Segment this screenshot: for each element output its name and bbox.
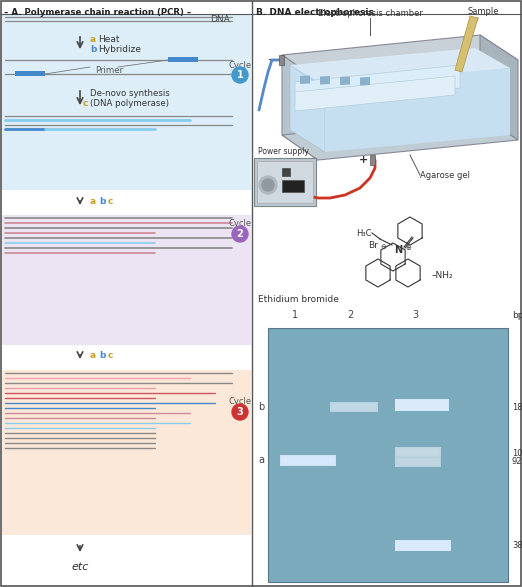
Circle shape — [232, 404, 248, 420]
FancyBboxPatch shape — [282, 180, 304, 192]
Text: c: c — [108, 350, 113, 359]
FancyBboxPatch shape — [279, 55, 284, 65]
FancyBboxPatch shape — [396, 458, 440, 466]
Text: 2: 2 — [236, 229, 243, 239]
FancyBboxPatch shape — [395, 399, 449, 411]
FancyBboxPatch shape — [396, 541, 450, 550]
Text: 1: 1 — [236, 70, 243, 80]
FancyBboxPatch shape — [254, 158, 316, 206]
Text: b: b — [99, 350, 105, 359]
FancyBboxPatch shape — [2, 345, 251, 370]
FancyBboxPatch shape — [331, 403, 377, 411]
Text: c: c — [108, 197, 113, 205]
Text: ⊕: ⊕ — [405, 245, 411, 251]
Text: 2: 2 — [347, 310, 353, 320]
Text: H₃C: H₃C — [357, 228, 372, 238]
Polygon shape — [290, 52, 510, 90]
FancyBboxPatch shape — [2, 215, 251, 345]
Text: 383: 383 — [512, 541, 522, 549]
Text: +: + — [359, 155, 368, 165]
Polygon shape — [455, 16, 478, 72]
FancyBboxPatch shape — [282, 168, 290, 176]
Text: c: c — [83, 100, 88, 109]
Text: a: a — [258, 455, 264, 465]
Text: De-novo synthesis: De-novo synthesis — [90, 89, 170, 99]
Text: Sample: Sample — [468, 7, 500, 16]
Polygon shape — [282, 115, 518, 160]
Polygon shape — [295, 76, 455, 111]
FancyBboxPatch shape — [397, 449, 439, 455]
FancyBboxPatch shape — [2, 535, 251, 585]
Polygon shape — [300, 76, 310, 84]
Text: Agarose gel: Agarose gel — [420, 170, 470, 180]
FancyBboxPatch shape — [396, 400, 448, 410]
Polygon shape — [320, 76, 330, 85]
FancyBboxPatch shape — [397, 542, 449, 549]
Text: – A. Polymerase chain reaction (PCR) –: – A. Polymerase chain reaction (PCR) – — [4, 8, 191, 17]
Text: −: − — [268, 55, 277, 65]
Text: Power supply: Power supply — [258, 147, 309, 156]
Text: etc: etc — [72, 562, 89, 572]
Text: B. DNA electrophoresis: B. DNA electrophoresis — [256, 8, 374, 17]
FancyBboxPatch shape — [2, 14, 251, 190]
Text: b: b — [258, 402, 264, 412]
FancyBboxPatch shape — [398, 402, 446, 408]
Polygon shape — [282, 35, 518, 80]
Text: bp: bp — [512, 311, 522, 320]
Text: b: b — [99, 197, 105, 205]
FancyBboxPatch shape — [268, 328, 508, 582]
FancyBboxPatch shape — [398, 460, 438, 464]
Polygon shape — [480, 35, 518, 140]
FancyBboxPatch shape — [257, 161, 313, 203]
Text: a: a — [90, 197, 96, 205]
FancyBboxPatch shape — [168, 57, 198, 62]
Circle shape — [262, 179, 274, 191]
Polygon shape — [282, 55, 318, 160]
FancyBboxPatch shape — [395, 447, 441, 457]
FancyBboxPatch shape — [370, 155, 375, 165]
FancyBboxPatch shape — [397, 401, 447, 409]
FancyBboxPatch shape — [395, 457, 441, 467]
Text: b: b — [90, 45, 97, 53]
Text: N: N — [394, 245, 402, 255]
Text: 3: 3 — [412, 310, 418, 320]
Text: Cycle: Cycle — [229, 220, 252, 228]
FancyBboxPatch shape — [280, 455, 336, 466]
FancyBboxPatch shape — [395, 540, 451, 551]
FancyBboxPatch shape — [2, 190, 251, 215]
Text: 929: 929 — [512, 457, 522, 467]
FancyBboxPatch shape — [282, 457, 334, 464]
FancyBboxPatch shape — [330, 402, 378, 412]
FancyBboxPatch shape — [283, 458, 333, 463]
Text: Electrophoresis chamber: Electrophoresis chamber — [317, 9, 422, 18]
Text: DNA: DNA — [210, 15, 230, 25]
Polygon shape — [325, 68, 510, 152]
Text: –NH₂: –NH₂ — [432, 271, 454, 279]
Text: (DNA polymerase): (DNA polymerase) — [90, 100, 169, 109]
Circle shape — [259, 176, 277, 194]
Text: Cycle: Cycle — [229, 397, 252, 407]
FancyBboxPatch shape — [332, 404, 376, 410]
Polygon shape — [295, 65, 460, 105]
Text: unit: unit — [258, 160, 273, 169]
Circle shape — [232, 67, 248, 83]
Text: 3: 3 — [236, 407, 243, 417]
Text: Br: Br — [368, 241, 378, 249]
FancyBboxPatch shape — [398, 450, 438, 454]
FancyBboxPatch shape — [398, 543, 448, 548]
Polygon shape — [340, 76, 350, 85]
FancyBboxPatch shape — [2, 370, 251, 535]
Text: 1058: 1058 — [512, 450, 522, 458]
FancyBboxPatch shape — [397, 459, 439, 465]
FancyBboxPatch shape — [281, 456, 335, 465]
Text: 1857: 1857 — [512, 403, 522, 411]
Text: Heat: Heat — [98, 35, 120, 43]
Circle shape — [232, 226, 248, 242]
Text: ⊖: ⊖ — [380, 244, 386, 250]
Polygon shape — [360, 77, 370, 86]
Text: 1: 1 — [292, 310, 298, 320]
Text: Primer: Primer — [95, 66, 123, 75]
Text: a: a — [90, 35, 96, 43]
FancyBboxPatch shape — [15, 71, 45, 76]
